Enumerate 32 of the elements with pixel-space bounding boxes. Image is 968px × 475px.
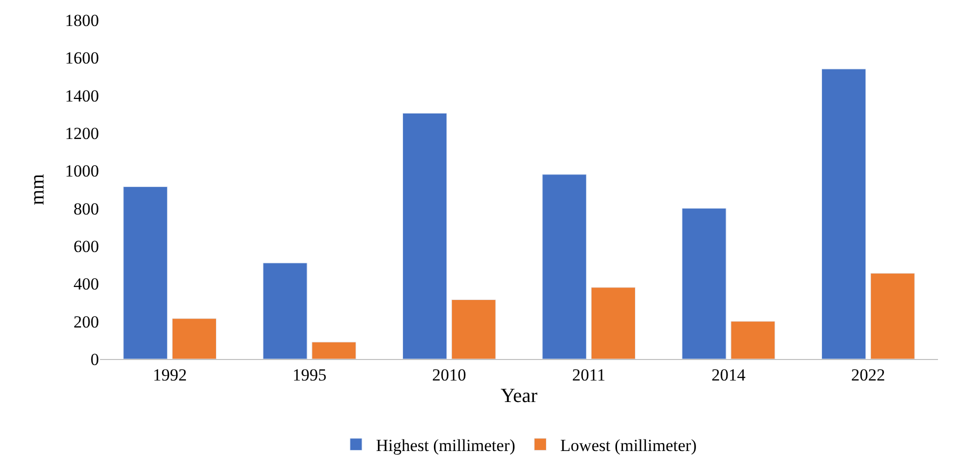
bar bbox=[870, 273, 915, 359]
y-tick-label: 1800 bbox=[65, 10, 99, 30]
bar bbox=[730, 321, 776, 359]
x-tick-label: 2011 bbox=[572, 365, 606, 384]
x-tick-label: 1995 bbox=[292, 365, 326, 384]
bar bbox=[542, 174, 587, 359]
y-axis-title: mm bbox=[26, 174, 48, 206]
x-tick-label: 1992 bbox=[152, 365, 187, 384]
bar bbox=[682, 208, 726, 359]
bar bbox=[402, 112, 447, 359]
legend-label: Highest (millimeter) bbox=[376, 436, 516, 455]
y-tick-label: 400 bbox=[74, 274, 99, 294]
bar bbox=[591, 287, 636, 359]
bar bbox=[451, 299, 496, 359]
bar bbox=[262, 262, 308, 359]
y-tick-label: 1000 bbox=[65, 162, 99, 181]
bar bbox=[312, 342, 356, 359]
bar bbox=[172, 318, 217, 359]
y-tick-label: 200 bbox=[74, 312, 99, 332]
y-tick-label: 1600 bbox=[65, 48, 99, 68]
y-tick-label: 600 bbox=[74, 236, 99, 256]
y-tick-label: 800 bbox=[74, 199, 99, 218]
bar bbox=[123, 186, 168, 359]
legend-label: Lowest (millimeter) bbox=[560, 436, 697, 455]
y-tick-label: 0 bbox=[90, 350, 99, 369]
y-tick-label: 1400 bbox=[65, 86, 99, 106]
x-tick-label: 2014 bbox=[712, 365, 746, 384]
y-tick-label: 1200 bbox=[65, 124, 99, 143]
x-tick-label: 2022 bbox=[851, 365, 886, 384]
x-axis-title: Year bbox=[500, 384, 538, 407]
x-tick-label: 2010 bbox=[432, 365, 466, 384]
bar bbox=[821, 68, 866, 359]
